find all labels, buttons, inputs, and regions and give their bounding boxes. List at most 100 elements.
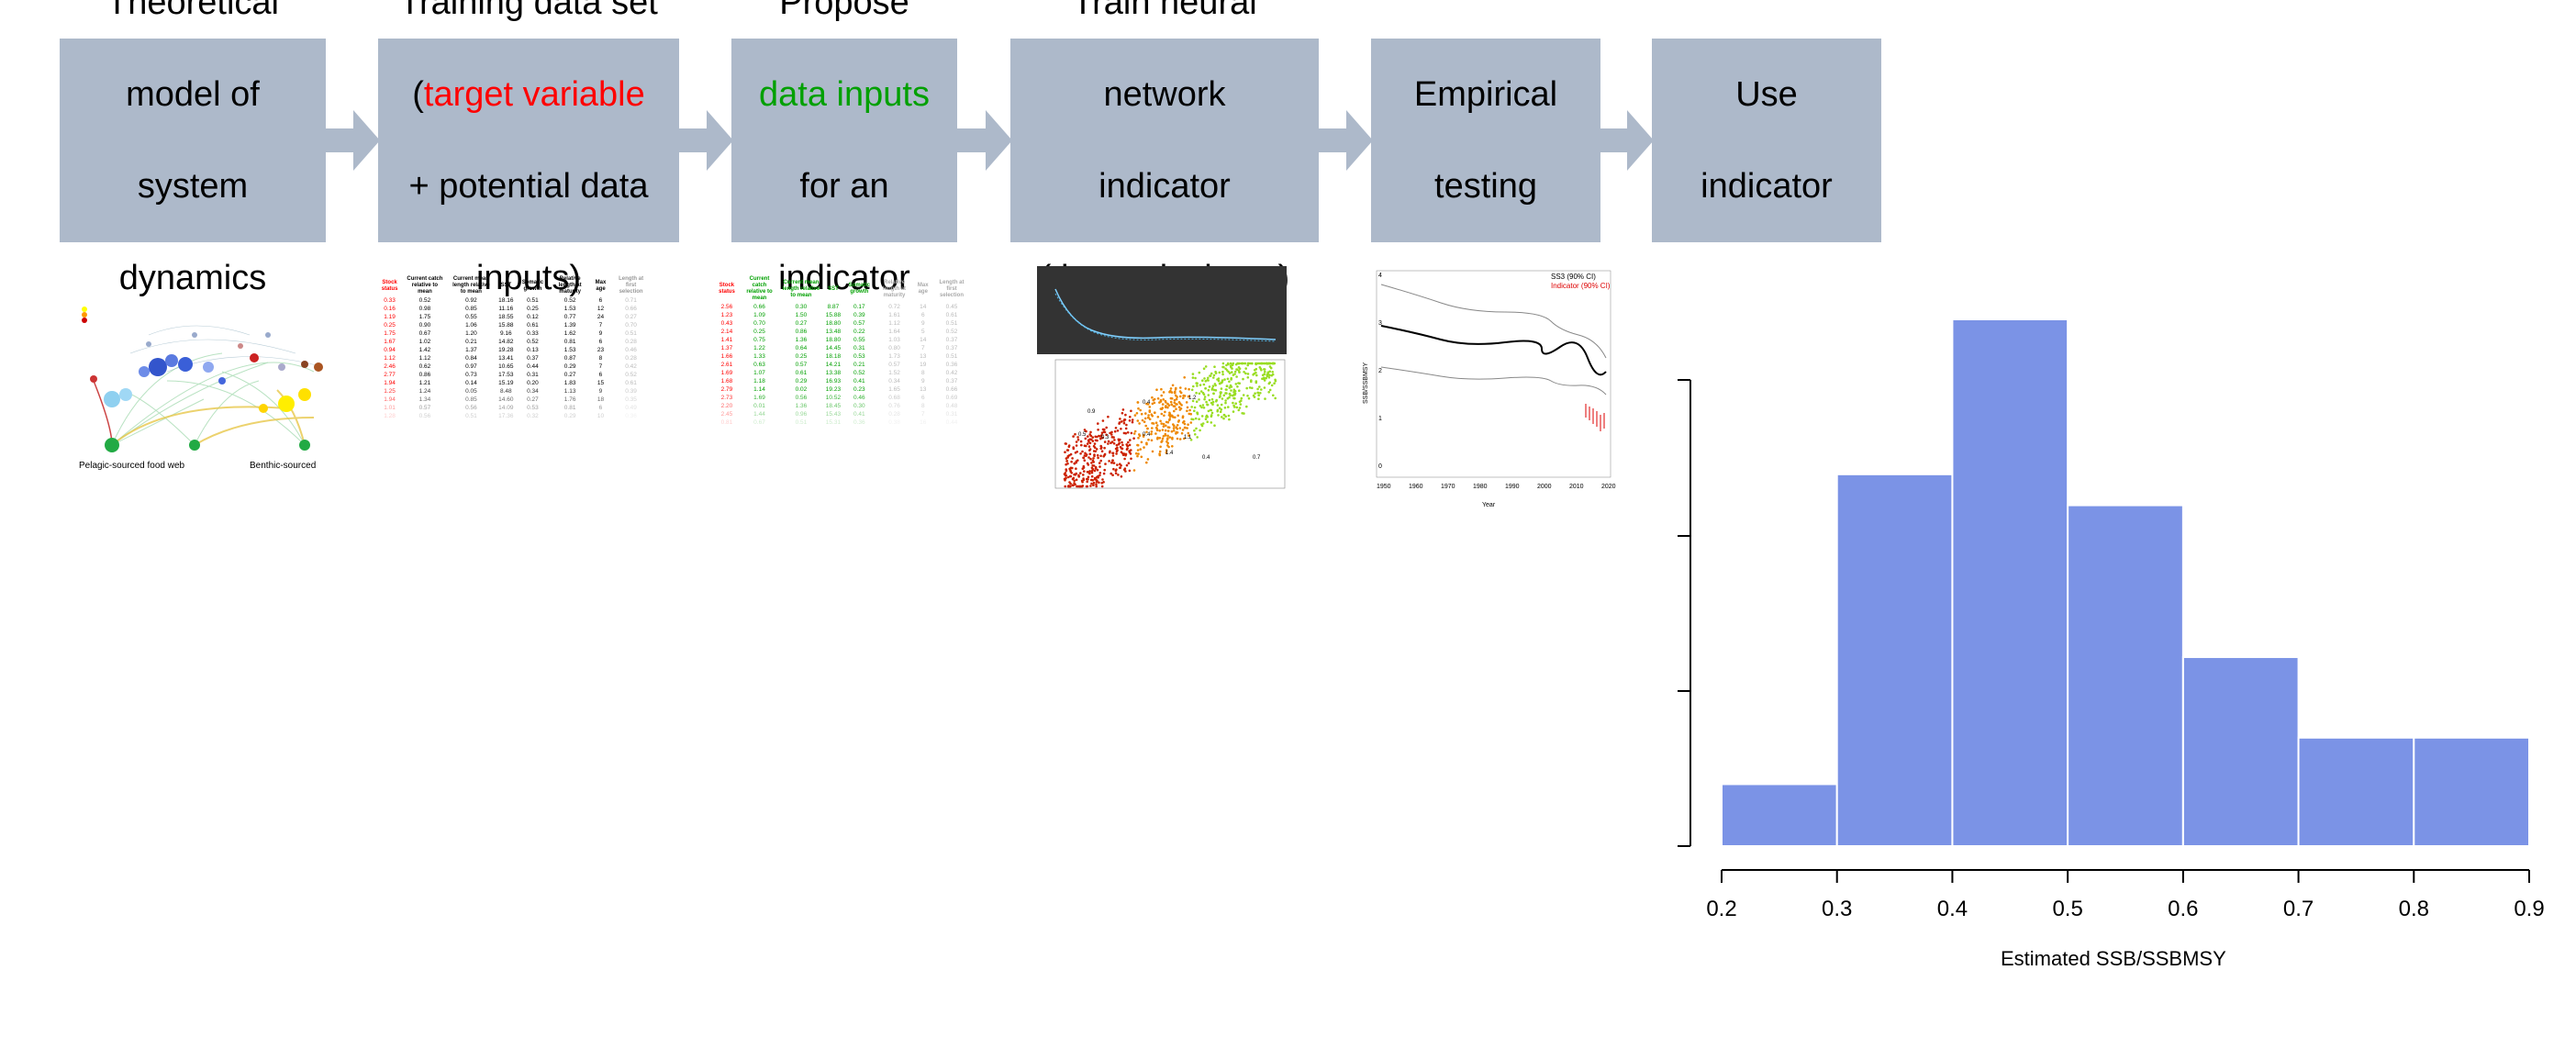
scatter-point — [1091, 468, 1095, 471]
arrow-right-icon — [1319, 110, 1373, 171]
step-line: testing — [1434, 167, 1537, 206]
scatter-point — [1195, 382, 1198, 385]
scatter-point — [1183, 422, 1187, 426]
scatter-point — [1238, 382, 1241, 385]
table-cell: 0.20 — [527, 380, 539, 386]
step-line: indicator — [1098, 167, 1231, 206]
scatter-point — [1124, 452, 1128, 456]
table-cell: 0.77 — [563, 314, 576, 320]
scatter-point — [1082, 474, 1085, 476]
table-cell: 1.53 — [563, 306, 576, 312]
scatter-point — [1199, 405, 1202, 407]
scatter-point — [1168, 418, 1171, 420]
scatter-point — [1102, 455, 1105, 458]
table-cell: 2.46 — [384, 363, 396, 370]
scatter-point — [1069, 452, 1073, 456]
table-cell: 0.51 — [465, 413, 477, 419]
table-cell: 9 — [920, 378, 925, 385]
scatter-point — [1171, 384, 1175, 387]
table-cell: 0.72 — [888, 304, 900, 310]
scatter-point — [1116, 446, 1119, 450]
scatter-point — [1174, 390, 1176, 394]
scatter-label: 0.4 — [1143, 400, 1151, 406]
table-cell: 0.25 — [527, 306, 539, 312]
scatter-point — [1198, 371, 1201, 374]
table-row: 1.01 0.57 0.56 14.09 0.53 0.81 6 0.49 — [376, 404, 652, 412]
table-cell: 0.44 — [527, 363, 539, 370]
table-header: Stock status — [719, 283, 735, 295]
table-cell: 1.37 — [720, 345, 733, 351]
table-cell: 0.94 — [384, 347, 396, 353]
table-cell: 1.94 — [384, 396, 396, 403]
scatter-point — [1132, 469, 1136, 472]
scatter-point — [1064, 485, 1066, 488]
scatter-point — [1236, 385, 1239, 388]
table-cell: 10.65 — [498, 363, 514, 370]
table-row: 1.68 1.18 0.29 16.93 0.41 0.34 9 0.37 — [714, 377, 971, 385]
table-cell: 0.69 — [945, 395, 958, 401]
scatter-point — [1224, 415, 1227, 418]
scatter-point — [1163, 414, 1165, 418]
step-theoretical-model: Theoretical model of system dynamics — [60, 0, 326, 297]
x-tick-label: 0.6 — [2168, 897, 2198, 921]
table-cell: 0.70 — [753, 320, 765, 327]
scatter-point — [1074, 432, 1076, 436]
histogram-bar — [2297, 736, 2415, 848]
scatter-point — [1087, 471, 1090, 474]
table-cell: 19.28 — [498, 347, 514, 353]
scatter-point — [1192, 385, 1195, 388]
scatter-point — [1206, 416, 1210, 418]
scatter-point — [1180, 431, 1184, 435]
scatter-point — [1138, 433, 1141, 436]
scatter-point — [1083, 459, 1087, 462]
scatter-point — [1175, 430, 1178, 434]
table-cell: 0.39 — [625, 388, 637, 395]
scatter-point — [1168, 390, 1171, 394]
pelagic-label: Pelagic-sourced food web — [79, 461, 185, 471]
scatter-point — [1130, 431, 1133, 435]
table-cell: 1.50 — [795, 312, 808, 318]
table-cell: 1.34 — [418, 396, 431, 403]
table-cell: 1.22 — [753, 345, 765, 351]
scatter-point — [1132, 432, 1136, 435]
scatter-point — [1260, 388, 1263, 391]
scatter-point — [1127, 462, 1131, 464]
table-cell: 0.37 — [945, 337, 958, 343]
scatter-point — [1261, 373, 1265, 377]
histogram-bar — [1951, 318, 2069, 847]
scatter-point — [1075, 440, 1078, 443]
scatter-point — [1170, 429, 1174, 433]
table-row: 1.23 1.09 1.50 15.88 0.39 1.61 6 0.61 — [714, 311, 971, 319]
table-cell: 0.28 — [625, 355, 637, 362]
scatter-point — [1251, 362, 1254, 365]
scatter-point — [1099, 454, 1102, 458]
table-cell: 0.57 — [795, 362, 808, 368]
scatter-point — [1108, 460, 1110, 463]
scatter-point — [1086, 442, 1089, 445]
scatter-point — [1218, 396, 1221, 398]
scatter-point — [1238, 407, 1242, 409]
scatter-point — [1267, 391, 1270, 394]
scatter-point — [1255, 373, 1258, 377]
scatter-point — [1221, 365, 1224, 369]
scatter-point — [1090, 474, 1094, 478]
table-cell: 7 — [598, 322, 603, 329]
scatter-point — [1099, 437, 1102, 440]
scatter-point — [1128, 419, 1132, 422]
scatter-point — [1164, 406, 1167, 408]
scatter-point — [1119, 445, 1122, 449]
table-cell: 2.61 — [720, 362, 733, 368]
scatter-point — [1176, 428, 1179, 430]
table-cell: 1.18 — [753, 378, 765, 385]
scatter-point — [1129, 439, 1132, 441]
scatter-point — [1187, 423, 1189, 426]
scatter-point — [1083, 429, 1087, 431]
table-cell: 14.82 — [498, 339, 514, 345]
table-cell: 0.23 — [853, 386, 865, 393]
step-line: Theoretical — [106, 0, 279, 22]
scatter-point — [1221, 373, 1224, 376]
table-cell: 14.45 — [825, 345, 842, 351]
scatter-point — [1176, 414, 1179, 418]
scatter-point — [1120, 475, 1123, 478]
